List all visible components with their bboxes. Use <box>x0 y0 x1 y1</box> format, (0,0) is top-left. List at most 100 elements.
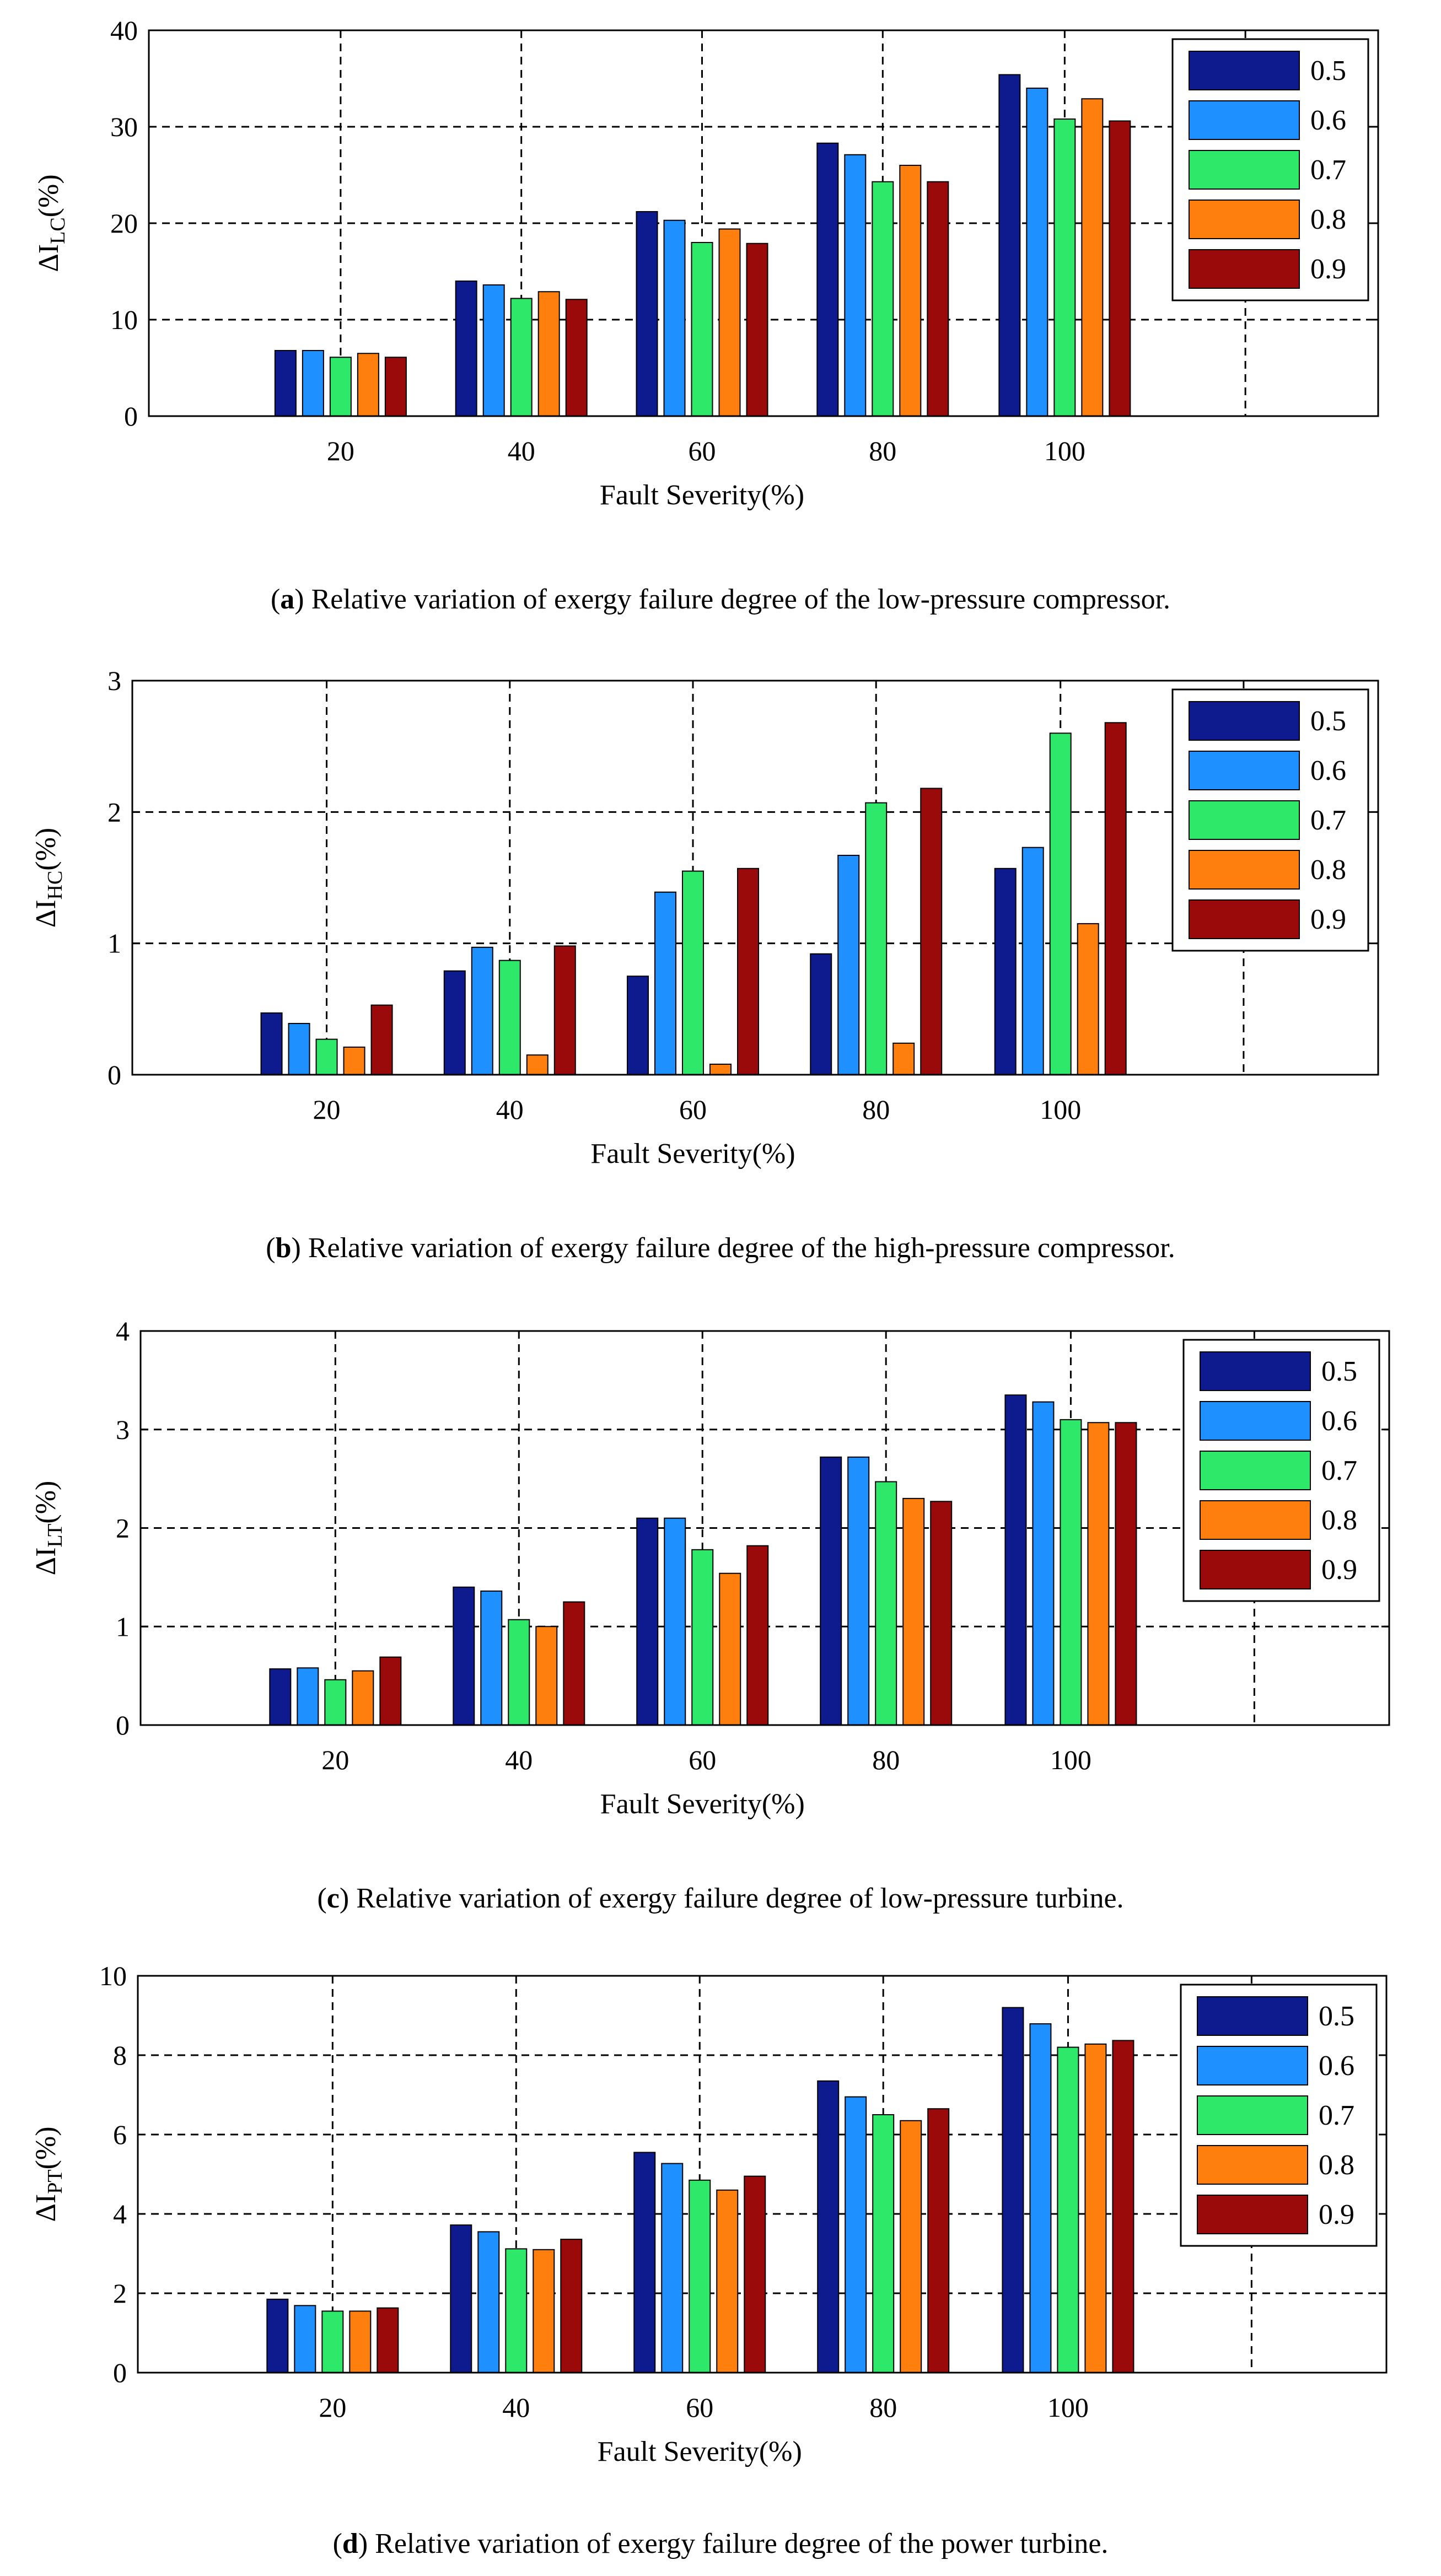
bar-series-0.8-cat-60 <box>719 1572 741 1726</box>
caption-a: (a) Relative variation of exergy failure… <box>270 584 1171 615</box>
legend: 0.5 0.6 0.7 0.8 0.9 <box>1171 688 1369 952</box>
legend-label-0.8: 0.8 <box>1310 204 1346 235</box>
bar-chart-d: 0 2 4 6 8 10 20 40 60 80 100 Fault Severity(%) ΔIPT(… <box>30 1960 1388 2467</box>
legend-swatch-0.5 <box>1200 1351 1311 1391</box>
bar-series-0.7-cat-20 <box>329 357 352 417</box>
bar-series-0.9-cat-40 <box>560 2239 583 2374</box>
bar-series-0.6-cat-60 <box>663 219 686 417</box>
legend-swatch-0.6 <box>1189 100 1300 140</box>
bar-series-0.7-cat-20 <box>321 2310 344 2374</box>
bar-series-0.8-cat-60 <box>716 2189 739 2373</box>
y-tick-label: 3 <box>107 665 121 696</box>
legend-swatch-0.9 <box>1189 899 1300 939</box>
bar-series-0.8-cat-100 <box>1087 1422 1110 1726</box>
bar-series-0.8-cat-100 <box>1077 923 1099 1075</box>
bar-chart-b: 0 1 2 3 20 40 60 80 100 Fault Severity(%) ΔIHC(%) 0… <box>30 665 1379 1170</box>
legend-swatch-0.8 <box>1189 850 1300 890</box>
bar-series-0.7-cat-40 <box>498 960 521 1076</box>
bar-series-0.5-cat-20 <box>269 1668 292 1726</box>
x-tick-label: 60 <box>686 2392 713 2423</box>
bar-series-0.5-cat-100 <box>998 74 1021 417</box>
legend-swatch-0.7 <box>1197 2095 1308 2135</box>
bars <box>260 722 1127 1076</box>
bar-series-0.9-cat-100 <box>1112 2040 1134 2374</box>
x-tick-label: 80 <box>869 435 896 466</box>
legend-label-0.6: 0.6 <box>1310 105 1346 136</box>
y-tick-label: 2 <box>113 2278 127 2309</box>
legend-label-0.9: 0.9 <box>1310 254 1346 285</box>
legend-swatch-0.7 <box>1189 150 1300 190</box>
legend-swatch-0.5 <box>1189 51 1300 90</box>
bar-series-0.9-cat-100 <box>1104 722 1127 1075</box>
bar-series-0.9-cat-20 <box>377 2307 399 2374</box>
x-tick-label: 20 <box>319 2392 346 2423</box>
x-tick-label: 80 <box>869 2392 897 2423</box>
bar-series-0.6-cat-60 <box>664 1517 686 1726</box>
bar-series-0.9-cat-20 <box>384 357 407 417</box>
legend-label-0.7: 0.7 <box>1321 1455 1357 1486</box>
bar-series-0.7-cat-80 <box>872 181 894 417</box>
bar-series-0.9-cat-60 <box>744 2175 766 2373</box>
bar-series-0.5-cat-60 <box>633 2152 656 2373</box>
legend-swatch-0.9 <box>1197 2195 1308 2234</box>
bar-series-0.5-cat-60 <box>636 211 658 417</box>
legend-swatch-0.6 <box>1200 1401 1311 1441</box>
y-tick-label: 30 <box>110 111 138 142</box>
legend-label-0.8: 0.8 <box>1319 2149 1354 2181</box>
bar-series-0.6-cat-40 <box>471 946 493 1075</box>
bar-series-0.8-cat-80 <box>900 2120 922 2373</box>
legend-label-0.5: 0.5 <box>1310 705 1346 737</box>
bar-series-0.8-cat-40 <box>533 2249 555 2373</box>
bar-series-0.8-cat-40 <box>535 1626 558 1726</box>
y-tick-label: 0 <box>113 2357 127 2388</box>
bar-series-0.8-cat-20 <box>357 353 379 417</box>
bar-series-0.6-cat-100 <box>1026 88 1049 417</box>
legend-swatch-0.5 <box>1189 701 1300 741</box>
y-tick-label: 2 <box>107 796 121 827</box>
bar-series-0.9-cat-100 <box>1109 120 1131 417</box>
bar-series-0.9-cat-100 <box>1115 1422 1137 1726</box>
bar-series-0.5-cat-80 <box>820 1456 842 1726</box>
bar-series-0.6-cat-80 <box>845 2096 867 2373</box>
legend-label-0.7: 0.7 <box>1310 154 1346 186</box>
bar-series-0.6-cat-60 <box>661 2163 684 2373</box>
bars <box>269 1394 1137 1726</box>
bar-series-0.6-cat-80 <box>837 854 860 1075</box>
bar-chart-c: 0 1 2 3 4 20 40 60 80 100 Fault Severity(%) ΔILT(%)… <box>30 1316 1390 1820</box>
y-axis-label: ΔILC(%) <box>33 174 69 272</box>
bar-series-0.6-cat-20 <box>297 1667 319 1726</box>
bar-series-0.9-cat-60 <box>746 242 768 417</box>
y-axis-label: ΔIHC(%) <box>30 828 67 928</box>
bar-series-0.7-cat-60 <box>691 242 713 417</box>
legend: 0.5 0.6 0.7 0.8 0.9 <box>1182 1339 1380 1602</box>
bar-series-0.6-cat-40 <box>477 2231 500 2374</box>
bar-series-0.7-cat-100 <box>1057 2046 1079 2374</box>
x-tick-label: 100 <box>1044 435 1085 466</box>
chart-panel-a: 0 10 20 30 40 20 40 60 80 100 Fault Severity(%) ΔIL… <box>0 0 1441 650</box>
x-axis-label: Fault Severity(%) <box>598 2436 802 2467</box>
legend-swatch-0.6 <box>1189 751 1300 790</box>
legend-swatch-0.7 <box>1189 800 1300 840</box>
x-tick-label: 40 <box>502 2392 530 2423</box>
legend-label-0.9: 0.9 <box>1310 904 1346 935</box>
bar-series-0.8-cat-60 <box>709 1063 732 1076</box>
legend-label-0.7: 0.7 <box>1319 2100 1354 2131</box>
x-tick-label: 60 <box>689 435 716 466</box>
bar-series-0.5-cat-80 <box>810 953 832 1075</box>
bar-series-0.9-cat-20 <box>370 1004 393 1076</box>
caption-d: (d) Relative variation of exergy failure… <box>332 2528 1109 2559</box>
bar-series-0.7-cat-40 <box>508 1619 530 1726</box>
bar-series-0.5-cat-40 <box>453 1586 475 1726</box>
y-tick-label: 2 <box>116 1513 130 1544</box>
legend-swatch-0.9 <box>1189 249 1300 289</box>
legend-label-0.5: 0.5 <box>1319 2001 1354 2032</box>
bar-series-0.8-cat-80 <box>902 1497 925 1726</box>
y-tick-label: 3 <box>116 1414 130 1445</box>
y-tick-label: 4 <box>116 1316 130 1346</box>
bar-series-0.5-cat-20 <box>260 1012 283 1076</box>
chart-panel-d: 0 2 4 6 8 10 20 40 60 80 100 Fault Severity(%) ΔIPT(… <box>0 1940 1441 2576</box>
legend-swatch-0.5 <box>1197 1996 1308 2036</box>
y-tick-label: 8 <box>113 2040 127 2071</box>
legend-label-0.6: 0.6 <box>1321 1405 1357 1437</box>
legend-swatch-0.6 <box>1197 2046 1308 2085</box>
